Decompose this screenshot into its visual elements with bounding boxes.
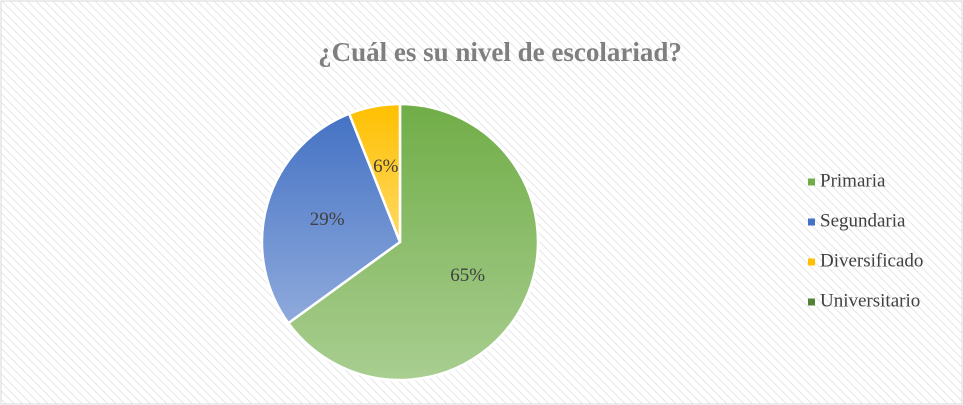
legend-swatch (808, 178, 815, 186)
legend-label: Segundaria (820, 210, 906, 231)
pie-slice (260, 112, 402, 325)
legend-swatch (808, 258, 815, 266)
legend-label: Diversificado (820, 250, 923, 271)
legend-label: Universitario (820, 290, 920, 311)
data-label: 29% (310, 209, 345, 230)
data-label: 6% (373, 156, 399, 177)
legend-label: Primaria (820, 170, 886, 191)
pie-slice (286, 102, 540, 382)
pie-slice (347, 102, 402, 243)
legend-swatch (808, 298, 815, 306)
data-label: 65% (450, 265, 485, 286)
legend-swatch (808, 218, 815, 226)
chart-title: ¿Cuál es su nivel de escolariad? (318, 37, 682, 67)
